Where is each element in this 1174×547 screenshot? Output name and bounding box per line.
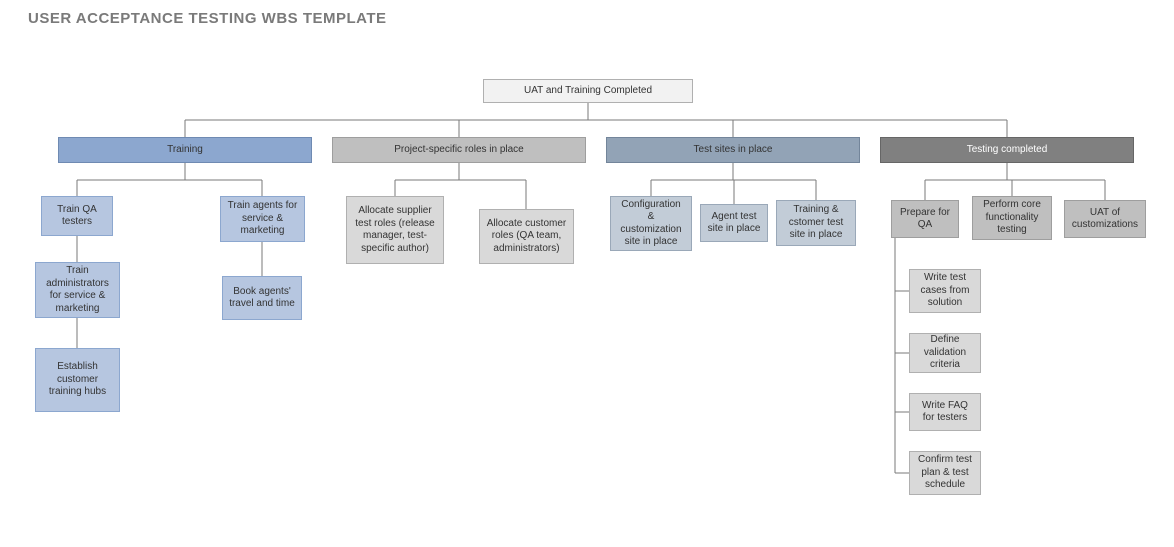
node-label: Train administrators for service & marke… xyxy=(42,265,113,315)
node-label: Write FAQ for testers xyxy=(916,400,974,425)
node-site-train: Training & cstomer test site in place xyxy=(776,200,856,246)
page-title: USER ACCEPTANCE TESTING WBS TEMPLATE xyxy=(28,10,387,27)
node-prep-confirm: Confirm test plan & test schedule xyxy=(909,451,981,495)
node-prep-write: Write test cases from solution xyxy=(909,269,981,313)
node-label: Book agents' travel and time xyxy=(229,286,295,311)
node-site-config: Configuration & customization site in pl… xyxy=(610,196,692,251)
node-train-qa: Train QA testers xyxy=(41,196,113,236)
node-label: Configuration & customization site in pl… xyxy=(617,199,685,249)
node-label: Project-specific roles in place xyxy=(394,144,524,157)
node-test-uat: UAT of customizations xyxy=(1064,200,1146,238)
node-label: UAT and Training Completed xyxy=(524,85,652,98)
node-roles: Project-specific roles in place xyxy=(332,137,586,163)
node-label: Allocate supplier test roles (release ma… xyxy=(353,205,437,255)
node-label: Test sites in place xyxy=(694,144,773,157)
node-train-admin: Train administrators for service & marke… xyxy=(35,262,120,318)
node-label: Perform core functionality testing xyxy=(979,199,1045,237)
node-label: Prepare for QA xyxy=(898,207,952,232)
node-test-prepare: Prepare for QA xyxy=(891,200,959,238)
node-label: Allocate customer roles (QA team, admini… xyxy=(486,218,567,256)
node-label: Agent test site in place xyxy=(707,211,761,236)
node-test-perform: Perform core functionality testing xyxy=(972,196,1052,240)
node-label: Training & cstomer test site in place xyxy=(783,204,849,242)
node-label: Train agents for service & marketing xyxy=(227,200,298,238)
node-train-book: Book agents' travel and time xyxy=(222,276,302,320)
node-root: UAT and Training Completed xyxy=(483,79,693,103)
node-label: Testing completed xyxy=(967,144,1048,157)
node-label: Establish customer training hubs xyxy=(42,361,113,399)
node-prep-define: Define validation criteria xyxy=(909,333,981,373)
node-testing: Testing completed xyxy=(880,137,1134,163)
node-label: Confirm test plan & test schedule xyxy=(916,454,974,492)
node-train-hubs: Establish customer training hubs xyxy=(35,348,120,412)
node-label: Define validation criteria xyxy=(916,334,974,372)
node-label: Write test cases from solution xyxy=(916,272,974,310)
node-site-agent: Agent test site in place xyxy=(700,204,768,242)
node-label: Train QA testers xyxy=(48,204,106,229)
node-sites: Test sites in place xyxy=(606,137,860,163)
node-label: UAT of customizations xyxy=(1071,207,1139,232)
node-prep-faq: Write FAQ for testers xyxy=(909,393,981,431)
node-roles-supplier: Allocate supplier test roles (release ma… xyxy=(346,196,444,264)
node-training: Training xyxy=(58,137,312,163)
node-roles-customer: Allocate customer roles (QA team, admini… xyxy=(479,209,574,264)
node-label: Training xyxy=(167,144,203,157)
node-train-agents: Train agents for service & marketing xyxy=(220,196,305,242)
